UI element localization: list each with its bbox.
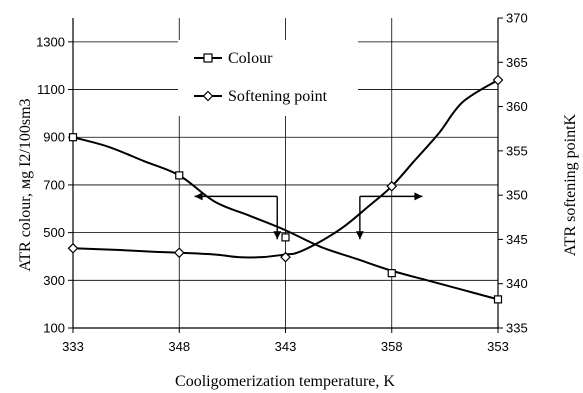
y-left-axis-label: ATR colour, мg I2/100sm3 (17, 98, 34, 271)
y-right-tick-labels: 335 340 345 350 355 360 365 370 (506, 11, 528, 336)
legend-box (178, 40, 358, 116)
data-point-colour (281, 233, 290, 242)
x-tick-label: 353 (487, 339, 509, 354)
legend-label-colour: Colour (228, 50, 273, 67)
series-line-colour (72, 136, 499, 301)
y-right-tick-label: 360 (506, 99, 528, 114)
x-tick-label: 348 (168, 339, 190, 354)
y-right-tick-label: 345 (506, 232, 528, 247)
data-point-softening-point (492, 74, 504, 86)
y-right-tick-label: 365 (506, 55, 528, 70)
legend: Colour Softening point (178, 40, 358, 116)
x-tick-label: 333 (62, 339, 84, 354)
series-markers (67, 74, 504, 304)
data-point-colour (68, 133, 78, 142)
arrow-left-head-horizontal (194, 192, 203, 201)
legend-marker-colour (203, 53, 213, 63)
y-right-tick-label: 355 (506, 143, 528, 158)
y-left-tick-label: 500 (43, 225, 65, 240)
data-point-colour (387, 269, 396, 278)
axes (68, 17, 503, 333)
y-left-tick-label: 1300 (36, 34, 65, 49)
arrow-left-head-vertical (273, 231, 282, 240)
data-point-softening-point (386, 180, 398, 192)
data-point-softening-point (173, 247, 185, 259)
y-left-tick-label: 100 (43, 321, 65, 336)
y-left-tick-labels: 100 300 500 700 900 1100 1300 (36, 34, 65, 335)
data-point-colour (175, 171, 184, 180)
data-point-softening-point (280, 251, 291, 263)
x-axis-label: Cooligomerization temperature, K (175, 373, 395, 390)
y-left-tick-label: 900 (43, 130, 65, 145)
y-left-tick-label: 300 (43, 273, 65, 288)
y-right-tick-label: 370 (506, 11, 528, 26)
arrow-right-head-horizontal (414, 192, 423, 201)
series-lines (72, 79, 499, 301)
data-point-softening-point (67, 242, 79, 254)
arrow-right-head-vertical (355, 231, 364, 240)
annotations (194, 192, 423, 240)
y-left-tick-label: 1100 (37, 82, 65, 97)
series-line-softening-point (72, 79, 499, 259)
y-right-tick-label: 340 (506, 276, 528, 291)
y-left-tick-label: 700 (43, 177, 65, 192)
y-right-axis-label: ATR softening pointK (562, 113, 579, 256)
y-right-tick-label: 335 (506, 321, 528, 336)
x-tick-labels: 333 348 343 358 353 (62, 339, 509, 354)
x-tick-label: 343 (275, 339, 297, 354)
legend-marker-softening (202, 90, 214, 102)
data-point-colour (493, 295, 503, 304)
legend-label-softening: Softening point (228, 88, 328, 105)
x-tick-label: 358 (381, 339, 403, 354)
y-right-tick-label: 350 (506, 188, 528, 203)
